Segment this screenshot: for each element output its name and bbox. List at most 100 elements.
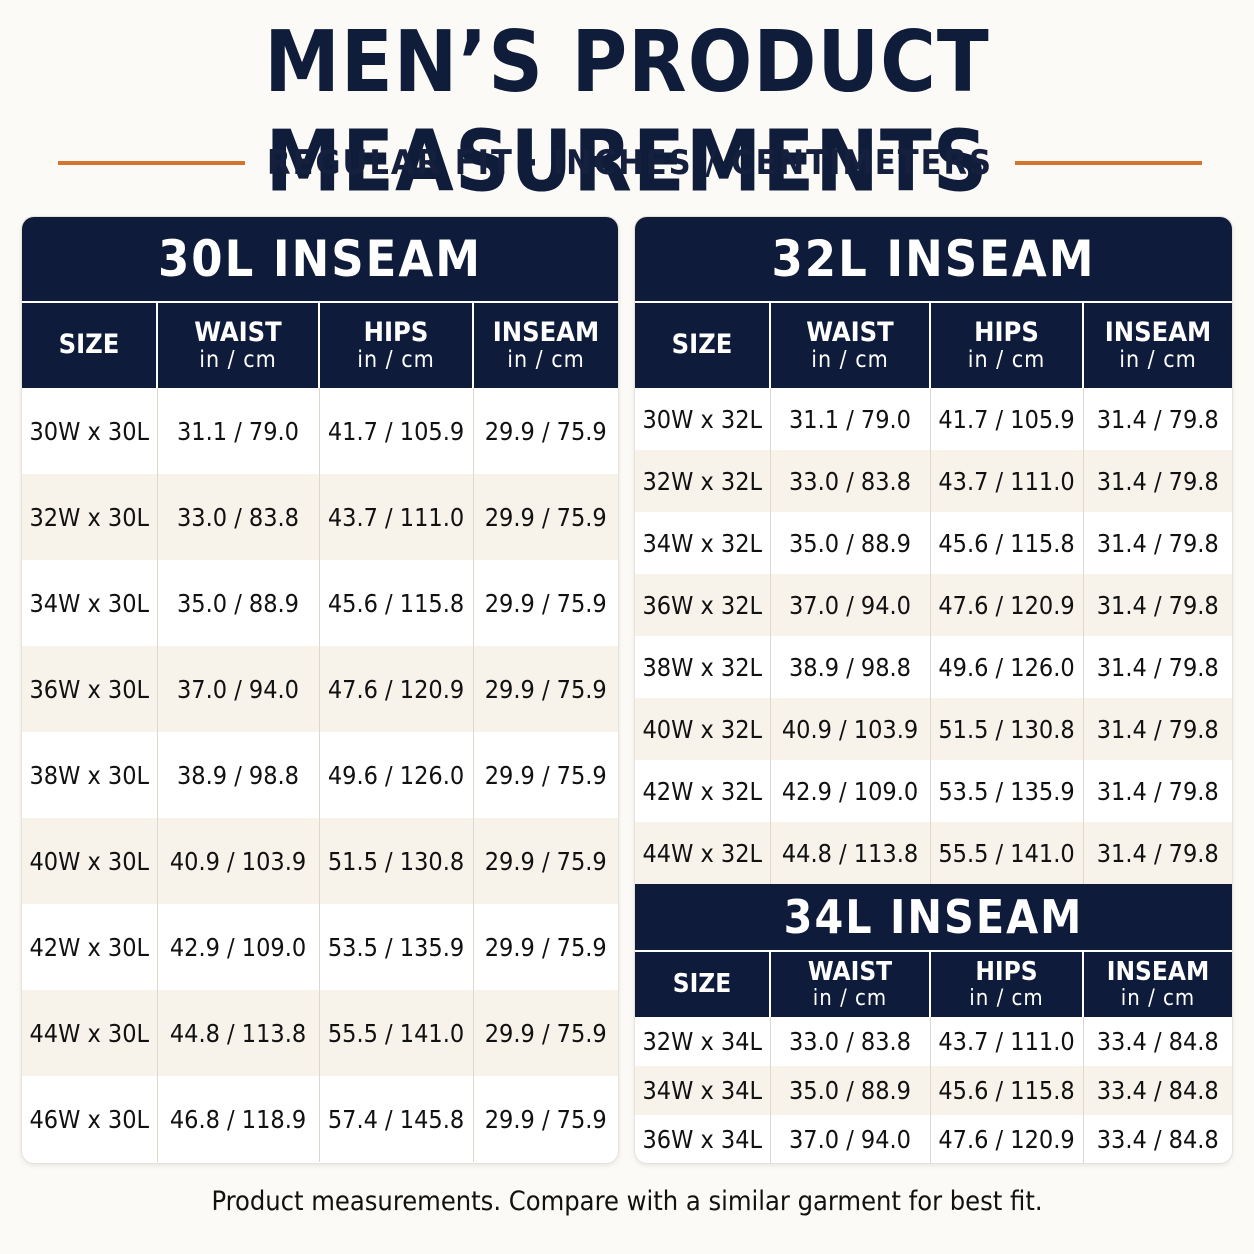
hips-cell: 57.4 / 145.8: [318, 1076, 473, 1162]
table-row: 36W x 34L 37.0 / 94.0 47.6 / 120.9 33.4 / 8…: [635, 1115, 1232, 1163]
size-cell: 40W x 32L: [635, 698, 770, 760]
waist-cell: 42.9 / 109.0: [156, 904, 319, 990]
hips-cell: 41.7 / 105.9: [929, 388, 1083, 450]
waist-cell: 37.0 / 94.0: [769, 1115, 930, 1163]
size-cell: 30W x 30L: [29, 416, 150, 446]
inseam-30-panel: 30L INSEAM SIZE WAIST in / cm HIPS in / cm…: [22, 217, 618, 1163]
waist-cell: 40.9 / 103.9: [156, 818, 319, 904]
table-row: 44W x 30L 44.8 / 113.8 55.5 / 141.0 29.9 / …: [22, 990, 618, 1076]
hips-cell: 47.6 / 120.9: [929, 574, 1083, 636]
inseam-cell: 29.9 / 75.9: [472, 1076, 618, 1162]
inseam-cell: 29.9 / 75.9: [472, 474, 618, 560]
inseam-cell: 29.9 / 75.9: [472, 560, 618, 646]
size-cell: 32W x 30L: [22, 474, 157, 560]
size-cell: 30W x 32L: [642, 404, 763, 434]
waist-cell: 33.0 / 83.8: [769, 1017, 930, 1066]
size-cell: 32W x 32L: [635, 450, 770, 512]
table-row: 32W x 34L 33.0 / 83.8 43.7 / 111.0 33.4 / 8…: [635, 1017, 1232, 1066]
hips-cell: 55.5 / 141.0: [318, 990, 473, 1076]
waist-cell: 37.0 / 94.0: [156, 646, 319, 732]
inseam-cell: 31.4 / 79.8: [1082, 450, 1232, 512]
hips-cell: 49.6 / 126.0: [929, 636, 1083, 698]
waist-header: WAIST in / cm: [769, 950, 930, 1017]
inseam-32-34-panel: 32L INSEAM SIZE WAIST in / cm HIPS in / cm…: [635, 217, 1232, 1163]
table-row: 34W x 32L 35.0 / 88.9 45.6 / 115.8 31.4 / 7…: [635, 512, 1232, 574]
waist-cell: 40.9 / 103.9: [769, 698, 930, 760]
inseam-cell: 29.9 / 75.9: [472, 818, 618, 904]
hips-cell: 43.7 / 111.0: [929, 450, 1083, 512]
inseam-cell: 31.4 / 79.8: [1082, 388, 1232, 450]
size-cell: 36W x 34L: [642, 1125, 763, 1154]
table-row: 38W x 32L 38.9 / 98.8 49.6 / 126.0 31.4 / 7…: [635, 636, 1232, 698]
page-title: MEN’S PRODUCT MEASUREMENTS: [264, 11, 990, 211]
hips-cell: 53.5 / 135.9: [929, 760, 1083, 822]
table-row: 36W x 30L 37.0 / 94.0 47.6 / 120.9 29.9 / 7…: [22, 646, 618, 732]
waist-cell: 38.9 / 98.8: [769, 636, 930, 698]
waist-cell: 42.9 / 109.0: [769, 760, 930, 822]
inseam-cell: 33.4 / 84.8: [1082, 1017, 1232, 1066]
table-row: 30W x 32L 31.1 / 79.0 41.7 / 105.9 31.4 / 7…: [635, 388, 1232, 450]
inseam-header: INSEAM in / cm: [472, 301, 618, 388]
size-cell: 46W x 30L: [29, 1104, 150, 1134]
waist-cell: 31.1 / 79.0: [156, 388, 319, 474]
hips-cell: 45.6 / 115.8: [929, 512, 1083, 574]
hips-cell: 47.6 / 120.9: [929, 1115, 1083, 1163]
table-row: 32W x 32L 33.0 / 83.8 43.7 / 111.0 31.4 / 7…: [635, 450, 1232, 512]
hips-cell: 41.7 / 105.9: [318, 388, 473, 474]
inseam-cell: 29.9 / 75.9: [472, 904, 618, 990]
waist-cell: 33.0 / 83.8: [156, 474, 319, 560]
subtitle-row: REGULAR FIT · INCHES / CENTIMETERS: [58, 140, 1203, 186]
inseam-30-title: 30L INSEAM: [22, 217, 618, 301]
table-row: 42W x 30L 42.9 / 109.0 53.5 / 135.9 29.9 / …: [22, 904, 618, 990]
size-cell: 38W x 32L: [642, 652, 763, 682]
inseam-cell: 29.9 / 75.9: [472, 990, 618, 1076]
waist-cell: 35.0 / 88.9: [156, 560, 319, 646]
inseam-header: INSEAM in / cm: [1082, 301, 1232, 388]
inseam-cell: 31.4 / 79.8: [1082, 698, 1232, 760]
size-cell: 36W x 32L: [635, 574, 770, 636]
hips-header: HIPS in / cm: [929, 301, 1083, 388]
inseam-cell: 31.4 / 79.8: [1082, 822, 1232, 884]
hips-cell: 45.6 / 115.8: [318, 560, 473, 646]
hips-cell: 45.6 / 115.8: [929, 1066, 1083, 1115]
hips-header: HIPS in / cm: [318, 301, 473, 388]
table-row: 30W x 30L 31.1 / 79.0 41.7 / 105.9 29.9 / 7…: [22, 388, 618, 474]
size-header: SIZE: [635, 950, 770, 1017]
size-cell: 38W x 30L: [29, 760, 150, 790]
hips-cell: 55.5 / 141.0: [929, 822, 1083, 884]
waist-cell: 46.8 / 118.9: [156, 1076, 319, 1162]
page-subtitle: REGULAR FIT · INCHES / CENTIMETERS: [266, 143, 994, 183]
inseam-cell: 31.4 / 79.8: [1082, 574, 1232, 636]
size-cell: 44W x 30L: [22, 990, 157, 1076]
inseam-32-title: 32L INSEAM: [635, 217, 1232, 301]
inseam-30-table: SIZE WAIST in / cm HIPS in / cm INSEAM in /…: [22, 301, 618, 1162]
hips-cell: 43.7 / 111.0: [318, 474, 473, 560]
table-row: 40W x 32L 40.9 / 103.9 51.5 / 130.8 31.4 / …: [635, 698, 1232, 760]
size-cell: 36W x 30L: [22, 646, 157, 732]
hips-cell: 51.5 / 130.8: [929, 698, 1083, 760]
size-header: SIZE: [635, 301, 770, 388]
hips-header: HIPS in / cm: [929, 950, 1083, 1017]
inseam-cell: 33.4 / 84.8: [1082, 1115, 1232, 1163]
table-row: 34W x 30L 35.0 / 88.9 45.6 / 115.8 29.9 / 7…: [22, 560, 618, 646]
waist-cell: 38.9 / 98.8: [156, 732, 319, 818]
inseam-cell: 31.4 / 79.8: [1082, 512, 1232, 574]
table-row: 34W x 34L 35.0 / 88.9 45.6 / 115.8 33.4 / 8…: [635, 1066, 1232, 1115]
hips-cell: 53.5 / 135.9: [318, 904, 473, 990]
table-row: 40W x 30L 40.9 / 103.9 51.5 / 130.8 29.9 / …: [22, 818, 618, 904]
table-row: 42W x 32L 42.9 / 109.0 53.5 / 135.9 31.4 / …: [635, 760, 1232, 822]
inseam-34-table: SIZE WAIST in / cm HIPS in / cm INSEAM in /…: [635, 950, 1232, 1163]
inseam-32-table: SIZE WAIST in / cm HIPS in / cm INSEAM in /…: [635, 301, 1232, 884]
table-row: 46W x 30L 46.8 / 118.9 57.4 / 145.8 29.9 / …: [22, 1076, 618, 1162]
inseam-header: INSEAM in / cm: [1082, 950, 1232, 1017]
inseam-cell: 29.9 / 75.9: [472, 732, 618, 818]
table-row: 32W x 30L 33.0 / 83.8 43.7 / 111.0 29.9 / 7…: [22, 474, 618, 560]
size-cell: 34W x 32L: [642, 528, 763, 558]
footer-note: Product measurements. Compare with a sim…: [211, 1186, 1043, 1217]
table-row: 38W x 30L 38.9 / 98.8 49.6 / 126.0 29.9 / 7…: [22, 732, 618, 818]
inseam-cell: 33.4 / 84.8: [1082, 1066, 1232, 1115]
waist-cell: 31.1 / 79.0: [769, 388, 930, 450]
size-cell: 40W x 30L: [22, 818, 157, 904]
size-cell: 34W x 34L: [635, 1066, 770, 1115]
size-cell: 44W x 32L: [635, 822, 770, 884]
